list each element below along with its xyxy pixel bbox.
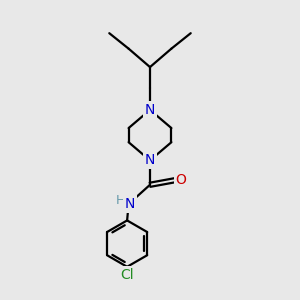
Text: Cl: Cl [120, 268, 134, 282]
Text: N: N [145, 153, 155, 167]
Text: N: N [145, 103, 155, 117]
Text: N: N [125, 197, 135, 211]
Text: O: O [176, 173, 186, 187]
Text: H: H [116, 194, 125, 207]
